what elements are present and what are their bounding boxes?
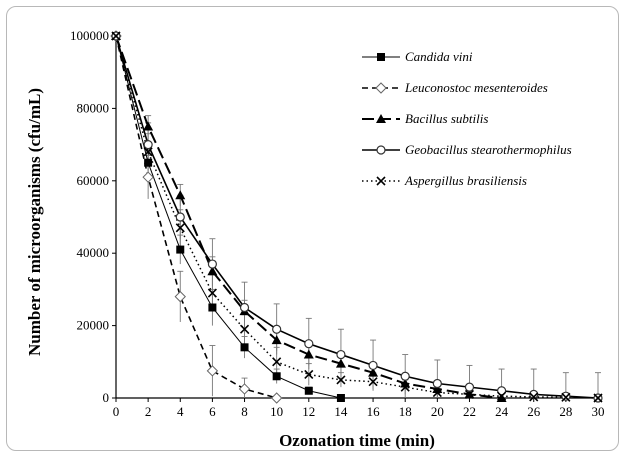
y-tick-label: 0 [103,390,110,405]
error-bars [145,115,601,398]
series-1-point [272,372,281,381]
x-tick-label: 26 [527,404,541,419]
series-2-point [174,290,186,303]
figure-frame [6,6,619,451]
series-3-point [207,266,218,276]
x-tick-label: 8 [241,404,248,419]
series-5-point [111,31,121,41]
legend-marker-5 [376,176,386,186]
x-tick-label: 12 [302,404,315,419]
axes [112,35,599,402]
series-2-point [206,365,219,377]
series-3-point [271,335,282,345]
x-tick-label: 22 [463,404,476,419]
legend-label-3: Bacillus subtilis [405,111,488,126]
legend-label-5: Aspergillus brasiliensis [404,173,527,188]
series-5-point [207,288,217,298]
series-1-point [336,394,345,402]
y-tick-label: 40000 [77,245,110,260]
x-tick-label: 2 [145,404,152,419]
y-tick-label: 100000 [70,28,109,43]
series-5-point [432,388,442,398]
series-5-point [561,392,571,402]
series-4-point [400,371,410,381]
series-4-point [336,349,346,360]
series-4-point [239,302,250,313]
y-tick-label: 60000 [77,173,110,188]
series-5-point [304,369,314,380]
series-1-point [144,158,153,167]
series-3-point [303,349,314,359]
series-5-point [464,389,475,399]
x-tick-label: 28 [559,404,572,419]
series-4-point [143,140,153,150]
series-5-point [336,375,346,385]
series-line-2 [115,35,277,399]
series-5-point [497,391,507,401]
series-4-point [432,378,442,389]
x-tick-label: 6 [209,404,216,419]
series-4-point [497,386,507,396]
series-3-point [368,367,379,377]
series-4-point [529,389,539,399]
legend-marker-2 [375,82,387,94]
y-tick-label: 20000 [77,318,110,333]
x-tick-label: 18 [399,404,412,419]
y-tick-label: 80000 [77,100,110,115]
series-5-point [239,324,250,334]
series-line-5 [115,35,599,399]
series-2-point [270,392,283,404]
series-2-point [142,171,154,183]
series-5-point [529,392,539,402]
series-4-point [207,259,217,269]
x-tick-label: 16 [367,404,381,419]
legend-label-1: Candida vini [405,49,473,64]
x-tick-label: 24 [495,404,509,419]
series-5-point [175,223,185,233]
series-1-point [208,303,217,312]
series-4-point [175,212,185,222]
series-4-point [304,339,314,349]
legend-marker-1 [377,53,385,61]
series-1-point [304,386,313,395]
tick-labels: 0 2 4 6 8 10 12 14 16 18 20 22 24 26 28 300200004000060… [70,28,605,419]
series-1-point [176,245,185,254]
series-5-point [272,357,282,367]
x-tick-label: 14 [334,404,348,419]
series-5-point [143,147,153,157]
series-5-point [368,377,378,387]
series-5-point [400,382,410,392]
x-tick-label: 0 [113,404,120,419]
legend-marker-3 [376,114,386,123]
series-4-point [368,360,378,371]
series-markers [110,30,603,404]
series-4-point [464,382,475,392]
x-tick-label: 4 [177,404,184,419]
series-2-point [238,383,251,395]
x-tick-label: 30 [592,404,605,419]
legend-label-2: Leuconostoc mesenteroides [404,80,548,95]
x-axis-title: Ozonation time (min) [279,431,435,450]
y-axis-title: Number of microorganisms (cfu/mL) [25,88,44,356]
series-4-point [272,324,282,334]
legend: Candida vini Leuconostoc mesenteroides Bac… [362,49,572,188]
x-tick-label: 20 [431,404,444,419]
legend-label-4: Geobacillus stearothermophilus [405,142,572,157]
series-3-point [143,121,154,131]
legend-marker-4 [376,145,386,155]
series-3-point [175,190,186,200]
x-tick-label: 10 [270,404,283,419]
series-5-point [593,393,603,403]
series-1-point [240,343,249,352]
series-3-point [335,358,346,368]
series-line-4 [115,35,599,399]
